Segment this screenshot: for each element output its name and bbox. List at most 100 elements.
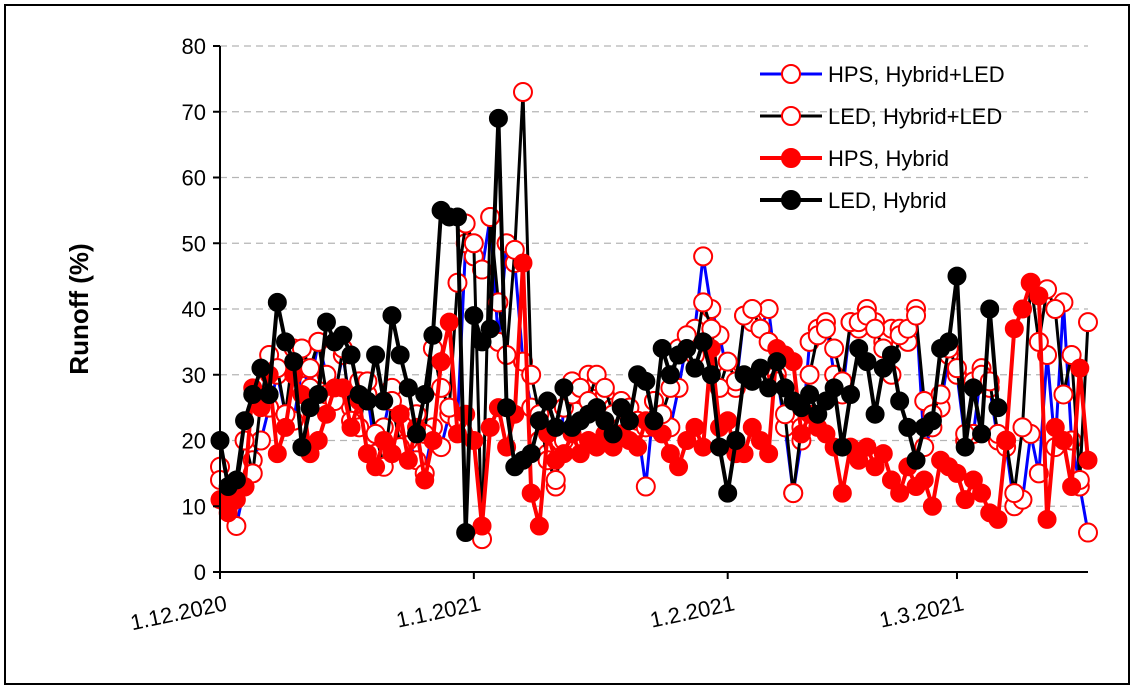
data-point — [914, 470, 934, 490]
data-point — [742, 299, 763, 319]
legend-item: HPS, Hybrid — [760, 146, 949, 171]
data-point — [1078, 522, 1098, 543]
data-point — [243, 384, 263, 404]
data-point — [685, 358, 705, 378]
data-point — [546, 417, 566, 437]
data-point — [472, 516, 492, 536]
data-point — [906, 450, 926, 470]
data-point — [619, 411, 639, 431]
data-point — [767, 352, 787, 372]
data-point — [693, 292, 714, 313]
data-point — [431, 352, 451, 372]
data-point — [267, 292, 287, 312]
data-point — [398, 378, 418, 398]
data-point — [947, 266, 967, 286]
data-point — [366, 345, 386, 365]
data-point — [276, 417, 296, 437]
x-tick-label: 1.1.2021 — [394, 590, 483, 632]
data-point — [480, 319, 500, 339]
data-point — [693, 332, 713, 352]
data-point — [635, 476, 656, 497]
legend: HPS, Hybrid+LED LED, Hybrid+LED HPS, Hybri… — [760, 62, 1005, 213]
legend-swatch-marker — [781, 148, 801, 168]
data-point — [456, 523, 476, 543]
data-point — [1012, 299, 1032, 319]
data-point — [718, 483, 738, 503]
data-point — [398, 450, 418, 470]
data-point — [701, 365, 721, 385]
data-point — [815, 318, 836, 339]
data-point — [890, 391, 910, 411]
data-point — [390, 404, 410, 424]
data-point — [382, 306, 402, 326]
series-group — [210, 82, 1098, 550]
data-point — [1078, 312, 1098, 333]
legend-label: HPS, Hybrid+LED — [828, 62, 1005, 87]
data-point — [980, 299, 1000, 319]
y-tick-label: 30 — [182, 363, 206, 388]
data-point — [685, 417, 705, 437]
data-point — [832, 437, 852, 457]
data-point — [529, 411, 549, 431]
data-point — [758, 299, 779, 319]
data-point — [554, 378, 574, 398]
data-point — [235, 411, 255, 431]
data-point — [300, 358, 321, 379]
data-point — [316, 312, 336, 332]
data-point — [316, 404, 336, 424]
data-point — [669, 457, 689, 477]
data-point — [857, 352, 877, 372]
data-point — [947, 463, 967, 483]
data-point — [423, 431, 443, 450]
data-point — [341, 345, 361, 365]
data-point — [693, 246, 714, 267]
data-point — [390, 345, 410, 365]
data-point — [799, 364, 820, 385]
y-axis-title: Runoff (%) — [64, 243, 94, 374]
data-point — [939, 332, 959, 352]
data-point — [865, 404, 885, 424]
data-point — [308, 384, 328, 404]
data-point — [1037, 509, 1057, 529]
data-point — [521, 444, 541, 464]
legend-item: LED, Hybrid — [760, 188, 947, 213]
x-tick-label: 1.2.2021 — [648, 590, 737, 632]
data-point — [374, 391, 394, 411]
data-point — [800, 384, 820, 404]
data-point — [545, 469, 566, 490]
data-point — [824, 338, 845, 359]
data-point — [554, 444, 574, 464]
data-point — [415, 470, 435, 490]
data-point — [292, 437, 312, 457]
data-point — [857, 437, 877, 457]
data-point — [333, 325, 353, 345]
y-tick-label: 60 — [182, 166, 206, 191]
data-point — [529, 516, 549, 536]
data-point — [759, 444, 779, 464]
data-point — [791, 424, 811, 444]
data-point — [439, 312, 459, 332]
legend-label: LED, Hybrid — [828, 188, 947, 213]
x-tick-label: 1.3.2021 — [877, 590, 966, 632]
data-point — [538, 391, 558, 411]
data-point — [464, 306, 484, 326]
data-point — [1012, 417, 1033, 438]
data-point — [512, 82, 533, 103]
data-point — [284, 352, 304, 372]
data-point — [922, 496, 942, 516]
data-point — [693, 437, 713, 457]
legend-label: HPS, Hybrid — [828, 146, 949, 171]
data-point — [865, 318, 886, 339]
y-tick-label: 10 — [182, 494, 206, 519]
y-tick-label: 50 — [182, 231, 206, 256]
y-ticks: 0 10 20 30 40 50 60 70 80 — [182, 34, 220, 585]
data-point — [636, 371, 656, 391]
data-point — [1053, 431, 1073, 450]
data-point — [710, 437, 730, 457]
data-point — [717, 351, 738, 372]
legend-label: LED, Hybrid+LED — [828, 104, 1002, 129]
data-point — [922, 411, 942, 431]
x-tick-label: 1.12.2020 — [128, 590, 229, 635]
data-point — [423, 325, 443, 345]
